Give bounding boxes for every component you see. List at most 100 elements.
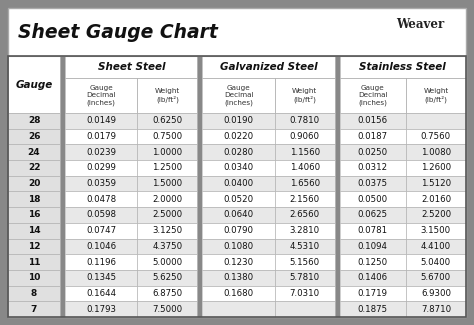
Bar (65, 78, 137, 113)
Bar (202, 56, 335, 78)
Text: 0.7810: 0.7810 (290, 116, 319, 125)
Text: 0.0190: 0.0190 (224, 116, 254, 125)
Text: 0.0187: 0.0187 (358, 132, 388, 141)
Bar (65, 254, 137, 270)
Bar (406, 223, 466, 239)
Bar (8, 113, 60, 129)
Bar (137, 176, 197, 191)
Bar (340, 176, 406, 191)
Text: Gauge
Decimal
(inches): Gauge Decimal (inches) (86, 85, 116, 106)
Bar (406, 129, 466, 144)
Bar (8, 176, 60, 191)
Text: 1.2500: 1.2500 (152, 163, 182, 173)
Text: Sheet Gauge Chart: Sheet Gauge Chart (18, 22, 218, 42)
Text: 1.4060: 1.4060 (290, 163, 319, 173)
Bar (406, 286, 466, 301)
Bar (340, 270, 406, 286)
Bar (8, 56, 466, 317)
Text: 0.0400: 0.0400 (223, 179, 254, 188)
Text: 2.5000: 2.5000 (152, 211, 182, 219)
Text: 3.1500: 3.1500 (421, 226, 451, 235)
Text: 0.1080: 0.1080 (223, 242, 254, 251)
Bar (340, 286, 406, 301)
Text: 11: 11 (28, 258, 40, 266)
Text: 0.1380: 0.1380 (223, 273, 254, 282)
Bar (137, 191, 197, 207)
Bar (8, 144, 60, 160)
Text: 0.0520: 0.0520 (223, 195, 254, 204)
Bar (197, 56, 202, 317)
Bar (202, 113, 274, 129)
Bar (202, 223, 274, 239)
Text: 0.0747: 0.0747 (86, 226, 116, 235)
Text: 2.5200: 2.5200 (421, 211, 451, 219)
Bar (340, 144, 406, 160)
Bar (8, 254, 60, 270)
Text: 24: 24 (28, 148, 40, 157)
Text: 0.0179: 0.0179 (86, 132, 116, 141)
Bar (65, 191, 137, 207)
Text: 18: 18 (28, 195, 40, 204)
Bar (274, 254, 335, 270)
Bar (137, 207, 197, 223)
Text: 1.5000: 1.5000 (152, 179, 182, 188)
Text: 10: 10 (28, 273, 40, 282)
Bar (202, 207, 274, 223)
Text: 14: 14 (28, 226, 40, 235)
Bar (65, 270, 137, 286)
Text: 0.0312: 0.0312 (358, 163, 388, 173)
Bar (340, 223, 406, 239)
Bar (406, 270, 466, 286)
Text: 7.0310: 7.0310 (290, 289, 319, 298)
Text: 0.0790: 0.0790 (224, 226, 254, 235)
Bar (65, 301, 137, 317)
Text: Weight
(lb/ft²): Weight (lb/ft²) (423, 88, 448, 103)
Bar (202, 160, 274, 176)
Text: 0.1680: 0.1680 (223, 289, 254, 298)
Bar (406, 191, 466, 207)
Text: 1.5120: 1.5120 (421, 179, 451, 188)
Bar (137, 78, 197, 113)
Text: 0.1250: 0.1250 (358, 258, 388, 266)
Text: 6.9300: 6.9300 (421, 289, 451, 298)
Bar (202, 270, 274, 286)
Bar (8, 301, 60, 317)
Text: 0.1719: 0.1719 (358, 289, 388, 298)
Bar (340, 113, 406, 129)
Text: 2.1560: 2.1560 (290, 195, 319, 204)
Text: 0.0149: 0.0149 (86, 116, 116, 125)
Text: Gauge
Decimal
(inches): Gauge Decimal (inches) (224, 85, 253, 106)
Bar (340, 56, 466, 78)
Bar (340, 129, 406, 144)
Bar (274, 286, 335, 301)
Text: 2.6560: 2.6560 (290, 211, 319, 219)
Text: 0.1406: 0.1406 (358, 273, 388, 282)
Bar (274, 191, 335, 207)
Text: Stainless Steel: Stainless Steel (359, 62, 446, 72)
Bar (202, 254, 274, 270)
Text: 0.0299: 0.0299 (86, 163, 116, 173)
Text: 0.1046: 0.1046 (86, 242, 116, 251)
Bar (8, 270, 60, 286)
Text: 0.0359: 0.0359 (86, 179, 116, 188)
Text: 1.2600: 1.2600 (421, 163, 451, 173)
Bar (202, 239, 274, 254)
Text: 5.6700: 5.6700 (421, 273, 451, 282)
Text: 1.0000: 1.0000 (152, 148, 182, 157)
Bar (65, 113, 137, 129)
Text: 0.0781: 0.0781 (358, 226, 388, 235)
Text: 2.0160: 2.0160 (421, 195, 451, 204)
Bar (137, 223, 197, 239)
Text: 0.0250: 0.0250 (358, 148, 388, 157)
Bar (274, 301, 335, 317)
Bar (274, 223, 335, 239)
Text: 26: 26 (28, 132, 40, 141)
Text: 0.0640: 0.0640 (223, 211, 254, 219)
Bar (340, 191, 406, 207)
Bar (340, 254, 406, 270)
Text: 6.8750: 6.8750 (152, 289, 182, 298)
Bar (137, 129, 197, 144)
Text: 4.5310: 4.5310 (290, 242, 319, 251)
Text: 0.1196: 0.1196 (86, 258, 116, 266)
Bar (65, 56, 197, 78)
